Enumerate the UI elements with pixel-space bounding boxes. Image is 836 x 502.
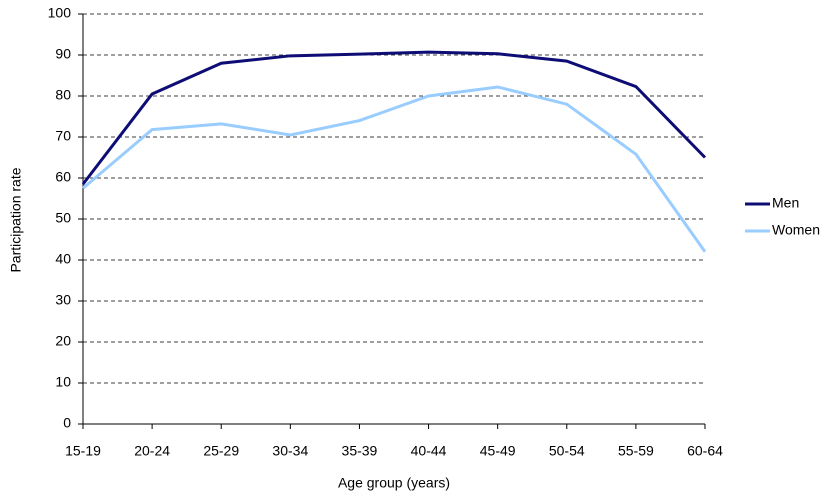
- y-tick-label: 40: [55, 251, 71, 267]
- x-tick-label: 45-49: [480, 443, 516, 459]
- x-axis-title: Age group (years): [338, 475, 450, 491]
- x-tick-label: 15-19: [65, 443, 101, 459]
- y-tick-label: 20: [55, 333, 71, 349]
- y-tick-label: 30: [55, 292, 71, 308]
- legend-label: Men: [772, 195, 799, 211]
- y-tick-label: 80: [55, 87, 71, 103]
- y-tick-label: 0: [63, 415, 71, 431]
- x-tick-label: 20-24: [134, 443, 170, 459]
- y-tick-label: 100: [48, 5, 72, 21]
- x-tick-label: 50-54: [549, 443, 585, 459]
- series-line: [81, 50, 707, 186]
- y-tick-label: 70: [55, 128, 71, 144]
- y-axis-title: Participation rate: [8, 167, 24, 272]
- x-tick-label: 35-39: [342, 443, 378, 459]
- y-tick-label: 60: [55, 169, 71, 185]
- legend-label: Women: [772, 222, 820, 238]
- x-tick-label: 60-64: [687, 443, 723, 459]
- y-tick-label: 10: [55, 374, 71, 390]
- x-tick-label: 25-29: [203, 443, 239, 459]
- x-tick-label: 40-44: [411, 443, 447, 459]
- y-tick-label: 90: [55, 46, 71, 62]
- x-tick-label: 30-34: [272, 443, 308, 459]
- x-tick-label: 55-59: [618, 443, 654, 459]
- series-line: [82, 85, 707, 253]
- y-tick-label: 50: [55, 210, 71, 226]
